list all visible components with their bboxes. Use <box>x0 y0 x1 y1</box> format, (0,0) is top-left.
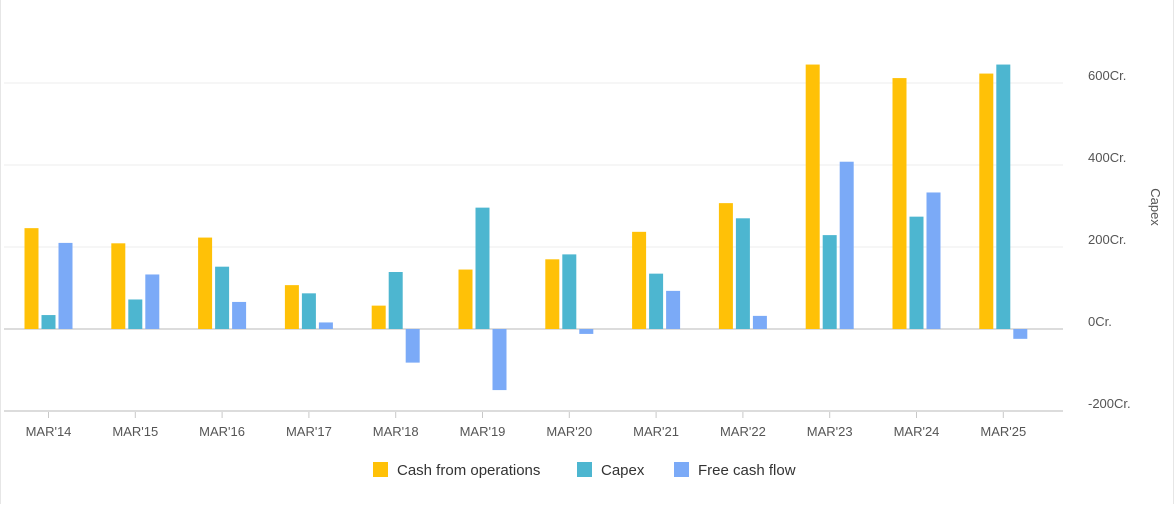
bar-capex[interactable] <box>822 235 837 329</box>
bar-free-cash-flow[interactable] <box>926 192 941 329</box>
axes: Capex 600Cr. 400Cr. 200Cr. 0Cr. -200Cr. MAR'1… <box>26 68 1163 439</box>
bar-cash-from-operations[interactable] <box>892 78 907 329</box>
x-tick-label: MAR'18 <box>373 424 419 439</box>
bar-capex[interactable] <box>41 315 56 329</box>
y-tick-label: -200Cr. <box>1088 396 1131 411</box>
bar-cash-from-operations[interactable] <box>284 285 299 329</box>
bar-cash-from-operations[interactable] <box>545 259 560 329</box>
bar-free-cash-flow[interactable] <box>58 242 73 329</box>
bar-capex[interactable] <box>128 299 143 329</box>
bar-cash-from-operations[interactable] <box>805 64 820 330</box>
x-tick-label: MAR'17 <box>286 424 332 439</box>
bar-capex[interactable] <box>301 293 316 329</box>
bar-free-cash-flow[interactable] <box>666 290 681 329</box>
y-tick-label: 0Cr. <box>1088 314 1112 329</box>
bar-cash-from-operations[interactable] <box>371 305 386 329</box>
x-tick-label: MAR'22 <box>720 424 766 439</box>
bar-cash-from-operations[interactable] <box>458 269 473 329</box>
bar-free-cash-flow[interactable] <box>145 274 160 329</box>
legend-label: Capex <box>601 462 645 479</box>
bar-capex[interactable] <box>649 273 664 329</box>
x-tick-label: MAR'16 <box>199 424 245 439</box>
y-axis-title: Capex <box>1148 188 1163 226</box>
y-tick-label: 400Cr. <box>1088 150 1126 165</box>
x-tick-label: MAR'15 <box>112 424 158 439</box>
bar-capex[interactable] <box>909 216 924 329</box>
bar-free-cash-flow[interactable] <box>1013 329 1028 339</box>
bar-free-cash-flow[interactable] <box>232 301 247 329</box>
x-tick-label: MAR'19 <box>460 424 506 439</box>
bar-free-cash-flow[interactable] <box>405 329 420 363</box>
bar-cash-from-operations[interactable] <box>198 237 213 329</box>
legend-swatch <box>577 462 592 477</box>
bar-free-cash-flow[interactable] <box>318 322 333 329</box>
legend-swatch <box>373 462 388 477</box>
y-tick-label: 600Cr. <box>1088 68 1126 83</box>
bar-free-cash-flow[interactable] <box>579 329 594 334</box>
x-tick-label: MAR'21 <box>633 424 679 439</box>
bar-cash-from-operations[interactable] <box>632 231 647 329</box>
x-tick-label: MAR'23 <box>807 424 853 439</box>
x-tick-label: MAR'20 <box>546 424 592 439</box>
bar-free-cash-flow[interactable] <box>492 329 507 391</box>
bar-capex[interactable] <box>996 64 1011 330</box>
bar-free-cash-flow[interactable] <box>752 315 767 329</box>
gridlines <box>4 82 1063 412</box>
legend: Cash from operations Capex Free cash flow <box>373 462 796 479</box>
legend-item-cash-from-operations[interactable]: Cash from operations <box>373 462 540 479</box>
legend-item-capex[interactable]: Capex <box>577 462 645 479</box>
bars <box>24 64 1028 391</box>
bar-capex[interactable] <box>735 218 750 329</box>
x-tick-label: MAR'14 <box>26 424 72 439</box>
bar-free-cash-flow[interactable] <box>839 161 854 329</box>
legend-swatch <box>674 462 689 477</box>
bar-cash-from-operations[interactable] <box>718 203 733 329</box>
legend-item-free-cash-flow[interactable]: Free cash flow <box>674 462 796 479</box>
bar-cash-from-operations[interactable] <box>111 243 126 329</box>
bar-cash-from-operations[interactable] <box>24 228 39 329</box>
bar-capex[interactable] <box>215 266 230 329</box>
y-tick-label: 200Cr. <box>1088 232 1126 247</box>
legend-label: Cash from operations <box>397 462 540 479</box>
legend-label: Free cash flow <box>698 462 796 479</box>
bar-cash-from-operations[interactable] <box>979 73 994 329</box>
bar-capex[interactable] <box>475 207 490 329</box>
bar-capex[interactable] <box>388 272 403 329</box>
x-tick-label: MAR'25 <box>980 424 1026 439</box>
x-tick-label: MAR'24 <box>894 424 940 439</box>
bar-capex[interactable] <box>562 254 577 329</box>
